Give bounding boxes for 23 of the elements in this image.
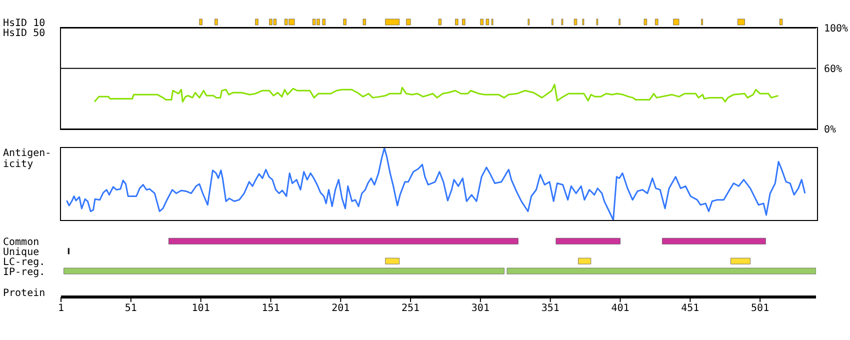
x-tick-label: 451 <box>681 303 700 314</box>
y-axis-title: Antigen-icity <box>3 148 52 170</box>
y-tick-label: 100% <box>824 24 848 35</box>
line-series <box>94 84 779 102</box>
y-tick-label: Unique <box>3 247 40 258</box>
x-tick-label: 201 <box>332 303 350 314</box>
y-tick-label: IP-reg. <box>3 267 46 278</box>
x-tick-label: 101 <box>192 303 210 314</box>
y-tick-label: 60% <box>824 64 842 75</box>
x-axis-title: Protein <box>3 288 46 299</box>
x-tick-label: 251 <box>402 303 420 314</box>
x-tick-label: 151 <box>262 303 280 314</box>
x-tick-label: 401 <box>611 303 630 314</box>
x-tick-label: 501 <box>751 303 770 314</box>
y-tick-label: Common <box>3 237 40 248</box>
y-tick-label: HsID 10 <box>3 18 46 29</box>
x-tick-label: 1 <box>58 303 64 314</box>
y-tick-label: LC-reg. <box>3 257 46 268</box>
x-tick-label: 301 <box>471 303 490 314</box>
x-tick-label: 351 <box>541 303 560 314</box>
x-tick-label: 51 <box>124 303 137 314</box>
y-tick-label: 0% <box>824 124 836 136</box>
y-tick-label: HsID 50 <box>3 28 46 39</box>
